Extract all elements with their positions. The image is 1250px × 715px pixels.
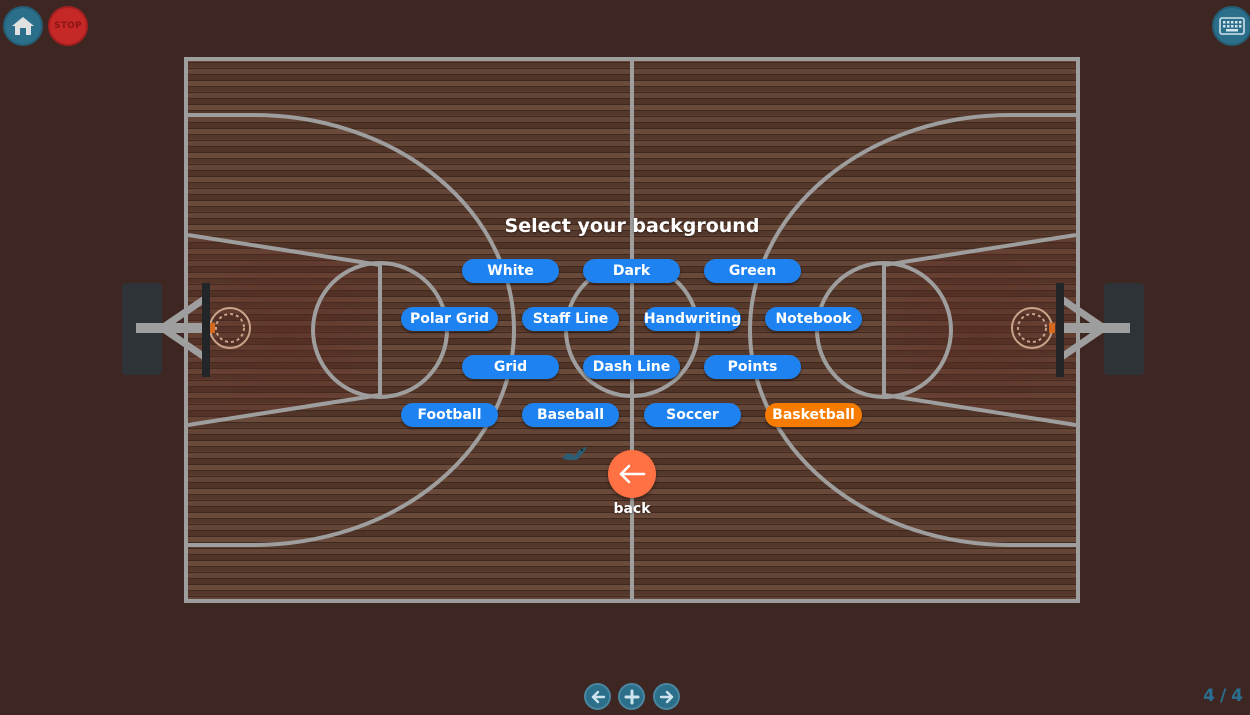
arrow-right-icon — [659, 690, 673, 703]
keyboard-icon — [1219, 17, 1245, 35]
background-option-soccer[interactable]: Soccer — [644, 403, 741, 427]
background-option-points[interactable]: Points — [704, 355, 801, 379]
home-icon — [12, 17, 34, 35]
dialog-title: Select your background — [504, 215, 760, 237]
back-button[interactable] — [608, 450, 656, 498]
background-option-football[interactable]: Football — [401, 403, 498, 427]
page-separator: / — [1219, 686, 1228, 706]
background-option-polar-grid[interactable]: Polar Grid — [401, 307, 498, 331]
background-option-dark[interactable]: Dark — [583, 259, 680, 283]
background-option-grid[interactable]: Grid — [462, 355, 559, 379]
background-option-dash-line[interactable]: Dash Line — [583, 355, 680, 379]
keyboard-button[interactable] — [1212, 6, 1250, 46]
stop-button[interactable]: STOP — [48, 6, 88, 46]
home-button[interactable] — [3, 6, 43, 46]
background-option-notebook[interactable]: Notebook — [765, 307, 862, 331]
background-option-baseball[interactable]: Baseball — [522, 403, 619, 427]
basketball-court-background — [184, 57, 1080, 603]
next-page-button[interactable] — [653, 683, 680, 710]
page-current: 4 — [1203, 686, 1216, 706]
background-option-basketball[interactable]: Basketball — [765, 403, 862, 427]
background-option-green[interactable]: Green — [704, 259, 801, 283]
arrow-left-icon — [591, 690, 605, 703]
background-option-staff-line[interactable]: Staff Line — [522, 307, 619, 331]
add-page-button[interactable] — [618, 683, 645, 710]
plus-icon — [624, 689, 639, 704]
right-backboard — [1056, 283, 1144, 377]
back-label: back — [613, 501, 651, 517]
left-backboard — [122, 283, 210, 377]
arrow-left-icon — [619, 464, 646, 484]
background-option-white[interactable]: White — [462, 259, 559, 283]
previous-page-button[interactable] — [584, 683, 611, 710]
page-total: 4 — [1231, 686, 1244, 706]
background-option-handwriting[interactable]: Handwriting — [644, 307, 741, 331]
stop-label: STOP — [54, 21, 82, 31]
bird-icon — [562, 447, 587, 461]
page-counter: 4/4 — [1186, 686, 1246, 706]
